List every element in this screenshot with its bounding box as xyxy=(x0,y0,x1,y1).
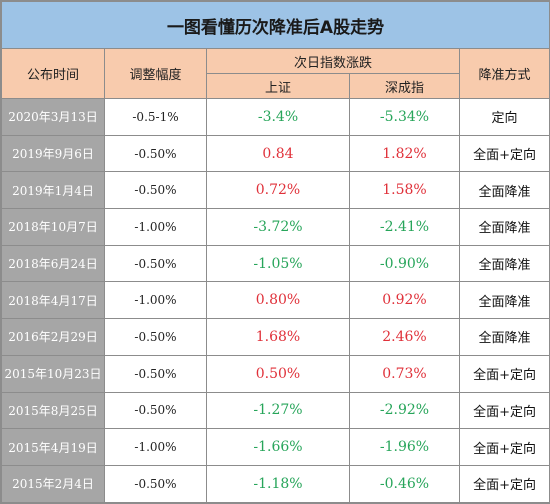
header-shenzhen: 深成指 xyxy=(349,73,460,99)
adjust-cell: -0.50% xyxy=(104,464,207,503)
header-shanghai: 上证 xyxy=(206,73,350,99)
shanghai-change-cell: 0.80% xyxy=(206,281,350,320)
table-row: 2015年2月4日 -0.50% -1.18% -0.46% 全面+定向 xyxy=(1,464,550,503)
shenzhen-change-cell: -0.46% xyxy=(349,464,460,503)
shenzhen-change-cell: 0.92% xyxy=(349,281,460,320)
date-cell: 2015年8月25日 xyxy=(1,391,105,430)
date-cell: 2018年6月24日 xyxy=(1,244,105,283)
method-cell: 全面+定向 xyxy=(458,134,550,173)
shanghai-change-cell: 0.72% xyxy=(206,171,350,210)
table-row: 2020年3月13日 -0.5-1% -3.4% -5.34% 定向 xyxy=(1,98,550,136)
method-cell: 全面降准 xyxy=(458,281,550,320)
header-method: 降准方式 xyxy=(458,48,550,99)
shenzhen-change-cell: 2.46% xyxy=(349,318,460,356)
date-cell: 2015年4月19日 xyxy=(1,428,105,466)
shanghai-change-cell: -1.27% xyxy=(206,391,350,430)
adjust-cell: -0.50% xyxy=(104,171,207,210)
shanghai-change-cell: -3.4% xyxy=(206,98,350,136)
adjust-cell: -0.50% xyxy=(104,244,207,283)
table-title: 一图看懂历次降准后A股走势 xyxy=(0,1,550,49)
shenzhen-change-cell: -0.90% xyxy=(349,244,460,283)
method-cell: 全面降准 xyxy=(458,171,550,210)
shenzhen-change-cell: -5.34% xyxy=(349,98,460,136)
date-cell: 2020年3月13日 xyxy=(1,98,105,136)
table-row: 2019年1月4日 -0.50% 0.72% 1.58% 全面降准 xyxy=(1,171,550,210)
table-row: 2015年10月23日 -0.50% 0.50% 0.73% 全面+定向 xyxy=(1,354,550,393)
date-cell: 2018年10月7日 xyxy=(1,208,105,246)
table-row: 2015年4月19日 -1.00% -1.66% -1.96% 全面+定向 xyxy=(1,428,550,466)
method-cell: 全面+定向 xyxy=(458,391,550,430)
adjust-cell: -0.50% xyxy=(104,134,207,173)
table-row: 2018年10月7日 -1.00% -3.72% -2.41% 全面降准 xyxy=(1,208,550,246)
header-adjust: 调整幅度 xyxy=(104,48,207,99)
table-row: 2019年9月6日 -0.50% 0.84 1.82% 全面+定向 xyxy=(1,134,550,173)
adjust-cell: -0.50% xyxy=(104,354,207,393)
method-cell: 全面+定向 xyxy=(458,464,550,503)
table-row: 2018年4月17日 -1.00% 0.80% 0.92% 全面降准 xyxy=(1,281,550,320)
shenzhen-change-cell: -1.96% xyxy=(349,428,460,466)
shenzhen-change-cell: -2.41% xyxy=(349,208,460,246)
date-cell: 2016年2月29日 xyxy=(1,318,105,356)
method-cell: 定向 xyxy=(458,98,550,136)
shanghai-change-cell: 0.84 xyxy=(206,134,350,173)
adjust-cell: -1.00% xyxy=(104,281,207,320)
adjust-cell: -1.00% xyxy=(104,428,207,466)
header-date: 公布时间 xyxy=(1,48,105,99)
method-cell: 全面降准 xyxy=(458,318,550,356)
shanghai-change-cell: 0.50% xyxy=(206,354,350,393)
shanghai-change-cell: -3.72% xyxy=(206,208,350,246)
adjust-cell: -0.50% xyxy=(104,391,207,430)
shanghai-change-cell: -1.05% xyxy=(206,244,350,283)
date-cell: 2015年10月23日 xyxy=(1,354,105,393)
shanghai-change-cell: 1.68% xyxy=(206,318,350,356)
shenzhen-change-cell: -2.92% xyxy=(349,391,460,430)
table-row: 2016年2月29日 -0.50% 1.68% 2.46% 全面降准 xyxy=(1,318,550,356)
method-cell: 全面+定向 xyxy=(458,428,550,466)
date-cell: 2019年9月6日 xyxy=(1,134,105,173)
table-row: 2018年6月24日 -0.50% -1.05% -0.90% 全面降准 xyxy=(1,244,550,283)
method-cell: 全面降准 xyxy=(458,208,550,246)
adjust-cell: -0.50% xyxy=(104,318,207,356)
shanghai-change-cell: -1.18% xyxy=(206,464,350,503)
shenzhen-change-cell: 1.58% xyxy=(349,171,460,210)
date-cell: 2015年2月4日 xyxy=(1,464,105,503)
shenzhen-change-cell: 0.73% xyxy=(349,354,460,393)
header-next-day-change: 次日指数涨跌 xyxy=(206,48,460,74)
adjust-cell: -1.00% xyxy=(104,208,207,246)
adjust-cell: -0.5-1% xyxy=(104,98,207,136)
date-cell: 2018年4月17日 xyxy=(1,281,105,320)
table-row: 2015年8月25日 -0.50% -1.27% -2.92% 全面+定向 xyxy=(1,391,550,430)
shanghai-change-cell: -1.66% xyxy=(206,428,350,466)
shenzhen-change-cell: 1.82% xyxy=(349,134,460,173)
method-cell: 全面+定向 xyxy=(458,354,550,393)
date-cell: 2019年1月4日 xyxy=(1,171,105,210)
method-cell: 全面降准 xyxy=(458,244,550,283)
